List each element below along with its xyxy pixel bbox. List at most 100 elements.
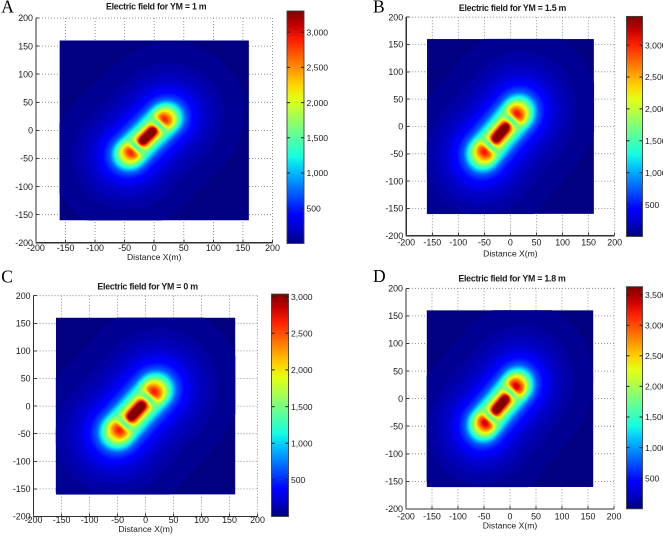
svg-text:0: 0: [508, 512, 513, 522]
svg-text:200: 200: [607, 238, 622, 248]
svg-text:3,000: 3,000: [307, 27, 329, 37]
svg-text:0: 0: [398, 122, 403, 132]
svg-text:200: 200: [265, 243, 280, 253]
svg-text:0: 0: [28, 126, 33, 136]
svg-text:1,500: 1,500: [645, 412, 663, 422]
svg-text:-200: -200: [27, 243, 45, 253]
svg-text:-50: -50: [111, 515, 124, 525]
svg-text:2,000: 2,000: [645, 382, 663, 392]
svg-text:-150: -150: [15, 210, 33, 220]
svg-text:-200: -200: [385, 504, 403, 514]
svg-text:-200: -200: [385, 231, 403, 241]
svg-text:B: B: [373, 0, 385, 16]
svg-text:150: 150: [581, 512, 596, 522]
svg-text:2,500: 2,500: [291, 329, 313, 339]
svg-text:1,000: 1,000: [307, 168, 329, 178]
svg-text:1,500: 1,500: [307, 133, 329, 143]
svg-text:200: 200: [388, 12, 403, 22]
svg-text:-150: -150: [423, 238, 441, 248]
svg-text:-50: -50: [390, 149, 403, 159]
svg-text:50: 50: [21, 374, 31, 384]
svg-text:Electric field for YM = 1.5 m: Electric field for YM = 1.5 m: [459, 3, 567, 13]
svg-text:50: 50: [169, 515, 179, 525]
svg-text:3,000: 3,000: [645, 320, 663, 330]
svg-text:150: 150: [16, 319, 31, 329]
svg-text:-100: -100: [15, 182, 33, 192]
svg-text:100: 100: [18, 69, 33, 79]
svg-text:2,000: 2,000: [291, 365, 313, 375]
svg-text:3,000: 3,000: [291, 292, 313, 302]
svg-text:100: 100: [388, 339, 403, 349]
svg-text:200: 200: [18, 13, 33, 23]
svg-text:150: 150: [222, 515, 237, 525]
svg-text:C: C: [1, 267, 13, 287]
svg-text:100: 100: [194, 515, 209, 525]
svg-text:150: 150: [388, 40, 403, 50]
svg-text:2,500: 2,500: [645, 351, 663, 361]
svg-text:-100: -100: [81, 515, 99, 525]
svg-text:-100: -100: [13, 457, 31, 467]
svg-text:-200: -200: [397, 238, 415, 248]
svg-text:200: 200: [250, 515, 265, 525]
svg-text:0: 0: [508, 238, 513, 248]
svg-text:-50: -50: [478, 512, 491, 522]
svg-text:100: 100: [388, 67, 403, 77]
svg-text:50: 50: [531, 512, 541, 522]
svg-text:-50: -50: [18, 429, 31, 439]
svg-text:Distance X(m): Distance X(m): [483, 248, 538, 258]
svg-text:150: 150: [581, 238, 596, 248]
svg-text:0: 0: [398, 394, 403, 404]
svg-text:-200: -200: [25, 515, 43, 525]
svg-text:1,000: 1,000: [291, 438, 313, 448]
svg-text:3,000: 3,000: [645, 40, 663, 50]
svg-text:-50: -50: [478, 238, 491, 248]
svg-text:3,500: 3,500: [645, 290, 663, 300]
svg-text:-150: -150: [385, 477, 403, 487]
svg-text:-100: -100: [449, 512, 467, 522]
svg-text:2,000: 2,000: [645, 104, 663, 114]
svg-text:100: 100: [206, 243, 221, 253]
svg-text:2,000: 2,000: [307, 98, 329, 108]
svg-text:100: 100: [555, 238, 570, 248]
svg-text:Distance X(m): Distance X(m): [127, 252, 182, 262]
svg-text:0: 0: [26, 401, 31, 411]
svg-text:200: 200: [388, 284, 403, 294]
svg-text:50: 50: [393, 366, 403, 376]
svg-text:-150: -150: [423, 512, 441, 522]
svg-text:150: 150: [388, 311, 403, 321]
svg-text:-200: -200: [13, 512, 31, 522]
svg-text:A: A: [1, 0, 14, 17]
svg-text:200: 200: [607, 512, 622, 522]
svg-text:200: 200: [16, 291, 31, 301]
svg-text:Distance X(m): Distance X(m): [118, 524, 173, 534]
svg-text:0: 0: [143, 515, 148, 525]
svg-text:0: 0: [152, 243, 157, 253]
svg-text:-50: -50: [20, 154, 33, 164]
svg-text:1,500: 1,500: [645, 136, 663, 146]
svg-text:Electric field for YM = 1 m: Electric field for YM = 1 m: [106, 1, 207, 11]
svg-text:Distance X(m): Distance X(m): [483, 520, 538, 530]
svg-text:500: 500: [645, 200, 660, 210]
svg-text:Electric field for YM = 0 m: Electric field for YM = 0 m: [97, 281, 198, 291]
svg-text:-200: -200: [15, 238, 33, 248]
svg-text:150: 150: [18, 41, 33, 51]
svg-text:100: 100: [555, 512, 570, 522]
svg-text:500: 500: [307, 204, 322, 214]
svg-text:-100: -100: [385, 449, 403, 459]
svg-text:150: 150: [235, 243, 250, 253]
svg-text:500: 500: [291, 475, 306, 485]
svg-text:50: 50: [393, 94, 403, 104]
svg-text:2,500: 2,500: [307, 63, 329, 73]
svg-text:-200: -200: [397, 512, 415, 522]
svg-text:-100: -100: [86, 243, 104, 253]
svg-text:-150: -150: [53, 515, 71, 525]
svg-text:-150: -150: [385, 204, 403, 214]
svg-text:-100: -100: [449, 238, 467, 248]
svg-text:-150: -150: [57, 243, 75, 253]
svg-text:100: 100: [16, 346, 31, 356]
svg-text:50: 50: [179, 243, 189, 253]
svg-text:500: 500: [645, 473, 660, 483]
svg-text:2,500: 2,500: [645, 72, 663, 82]
svg-text:Electric field for YM = 1.8 m: Electric field for YM = 1.8 m: [458, 274, 566, 284]
svg-text:-100: -100: [385, 176, 403, 186]
